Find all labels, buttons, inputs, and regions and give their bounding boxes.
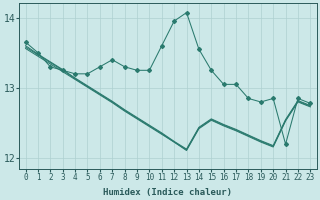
X-axis label: Humidex (Indice chaleur): Humidex (Indice chaleur): [103, 188, 232, 197]
